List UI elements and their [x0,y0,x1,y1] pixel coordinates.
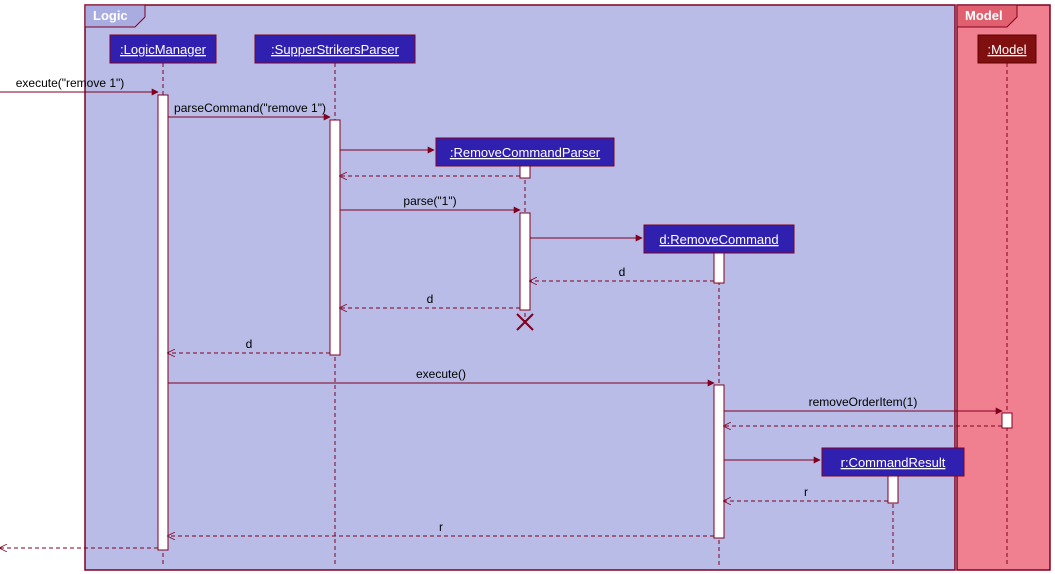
activation-rc [714,385,724,538]
frame-model [957,5,1050,570]
participant-label-ssp: :SupperStrikersParser [271,42,400,57]
message-label-8: d [246,337,253,351]
message-label-13: r [804,485,808,499]
participant-label-cr: r:CommandResult [841,455,946,470]
frame-label: Logic [93,8,128,23]
activation-model [1002,413,1012,428]
message-label-4: parse("1") [403,194,456,208]
message-label-1: parseCommand("remove 1") [174,101,326,115]
message-label-14: r [439,520,443,534]
participant-label-rcp: :RemoveCommandParser [450,145,601,160]
activation-rcp [520,213,530,310]
message-label-6: d [619,265,626,279]
participant-label-rc: d:RemoveCommand [659,232,778,247]
activation-ssp [330,120,340,355]
message-label-7: d [427,292,434,306]
activation-rc [714,253,724,283]
participant-label-lm: :LogicManager [120,42,207,57]
message-label-9: execute() [416,367,466,381]
activation-rcp [520,166,530,178]
frame-label: Model [965,8,1003,23]
participant-label-model: :Model [987,42,1026,57]
activation-cr [888,476,898,503]
message-label-10: removeOrderItem(1) [809,395,918,409]
activation-lm [158,95,168,550]
message-label-0: execute("remove 1") [16,76,125,90]
sequence-diagram: Logic Model :LogicManager :SupperStrikersPa… [0,0,1055,574]
